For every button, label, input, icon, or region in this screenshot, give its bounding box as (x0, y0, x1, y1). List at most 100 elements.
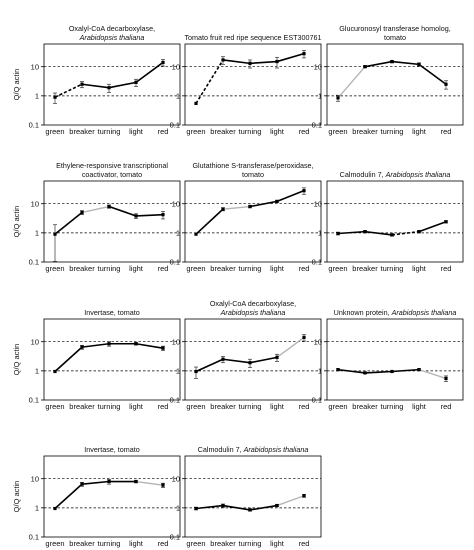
chart-panel-9: 0.1 1 10 green breaker turning light red Unknown… (312, 308, 464, 411)
series-segment (222, 59, 251, 65)
series-segment (54, 211, 83, 235)
y-tick-label: 10 (172, 62, 180, 71)
x-tick-label: green (328, 127, 347, 136)
x-tick-label: breaker (69, 127, 95, 136)
data-point (221, 503, 225, 508)
data-point (248, 204, 252, 209)
plot-frame (184, 455, 322, 538)
y-tick-label: 10 (172, 337, 180, 346)
chart-title-line: Unknown protein, Arabidopsis thaliana (334, 308, 457, 317)
y-tick-label: 0.1 (170, 121, 180, 130)
data-point (80, 210, 84, 215)
data-point (302, 335, 306, 340)
data-point (275, 503, 279, 508)
data-point (221, 357, 225, 361)
x-tick-label: turning (239, 264, 262, 273)
y-tick-label: 10 (314, 337, 322, 346)
y-tick-label: 0.1 (29, 258, 39, 267)
y-tick-label: 0.1 (29, 533, 39, 542)
chart-title-line: Glutathione S-transferase/peroxidase, (192, 161, 313, 170)
data-point (161, 346, 165, 350)
data-point (417, 230, 421, 234)
y-tick-label: 0.1 (312, 121, 322, 130)
data-point (134, 479, 138, 484)
chart-title-line: Ethylene-responsive transcriptional (56, 161, 168, 170)
y-tick-label: 10 (31, 337, 39, 346)
x-tick-label: red (158, 402, 169, 411)
chart-panel-2: 0.1 1 10 green breaker turning light red Tomato … (170, 33, 322, 136)
plot-frame (43, 43, 181, 126)
x-tick-label: red (158, 264, 169, 273)
x-tick-label: red (441, 264, 452, 273)
x-tick-label: breaker (352, 264, 378, 273)
chart-panel-7: 0.1 1 10 Q/Q actin green breaker turning light r… (12, 308, 181, 411)
data-point (80, 345, 84, 349)
x-tick-label: breaker (210, 127, 236, 136)
series-segment (195, 504, 224, 510)
plot-frame (326, 43, 464, 126)
series-segment (195, 208, 224, 235)
data-point (336, 96, 340, 100)
x-tick-label: light (412, 402, 427, 411)
chart-panel-4: 0.1 1 10 Q/Q actin green breaker turning light r… (12, 161, 181, 273)
series-segment (337, 230, 366, 235)
data-point (444, 376, 448, 381)
data-point (336, 368, 340, 372)
data-point (134, 342, 138, 346)
series-segment (195, 59, 224, 104)
y-tick-label: 0.1 (312, 258, 322, 267)
x-tick-label: red (299, 264, 310, 273)
x-tick-label: turning (239, 127, 262, 136)
series-segment (81, 205, 110, 214)
x-tick-label: red (299, 539, 310, 548)
y-tick-label: 1 (176, 366, 180, 375)
data-point (302, 189, 306, 193)
y-tick-label: 1 (35, 91, 39, 100)
series-segment (108, 81, 137, 89)
data-point (53, 95, 57, 99)
y-tick-label: 10 (31, 62, 39, 71)
data-point (363, 371, 367, 375)
y-tick-label: 10 (314, 199, 322, 208)
data-point (107, 342, 111, 346)
y-tick-label: 1 (176, 91, 180, 100)
data-point (275, 355, 279, 359)
data-point (336, 231, 340, 236)
x-tick-label: light (129, 264, 144, 273)
chart-title-line: Arabidopsis thaliana (220, 308, 286, 317)
plot-frame (184, 43, 322, 126)
series-segment (249, 356, 278, 364)
chart-title-line: Invertase, tomato (84, 308, 140, 317)
x-tick-label: red (441, 127, 452, 136)
plot-frame (326, 318, 464, 401)
plot-frame (43, 318, 181, 401)
x-tick-label: red (441, 402, 452, 411)
chart-title-line: tomato (384, 33, 406, 42)
data-point (107, 479, 111, 484)
series-segment (276, 189, 305, 203)
data-point (363, 230, 367, 234)
data-point (390, 59, 394, 64)
x-tick-label: turning (239, 402, 262, 411)
x-tick-label: light (129, 539, 144, 548)
series-segment (54, 346, 83, 373)
series-segment (391, 368, 420, 373)
y-tick-label: 10 (314, 62, 322, 71)
x-tick-label: turning (98, 264, 121, 273)
y-axis-label: Q/Q actin (12, 344, 21, 376)
x-tick-label: light (412, 127, 427, 136)
x-tick-label: green (186, 402, 205, 411)
series-segment (135, 480, 164, 486)
y-tick-label: 0.1 (170, 533, 180, 542)
chart-title-line: Calmodulin 7, Arabidopsis thaliana (340, 170, 451, 179)
x-tick-label: light (412, 264, 427, 273)
x-tick-label: green (328, 264, 347, 273)
chart-title-line: Invertase, tomato (84, 445, 140, 454)
y-tick-label: 10 (172, 199, 180, 208)
series-segment (249, 60, 278, 65)
data-point (248, 508, 252, 512)
series-segment (222, 504, 251, 511)
plot-frame (184, 180, 322, 263)
chart-title-line: Oxalyl-CoA decarboxylase, (210, 299, 296, 308)
